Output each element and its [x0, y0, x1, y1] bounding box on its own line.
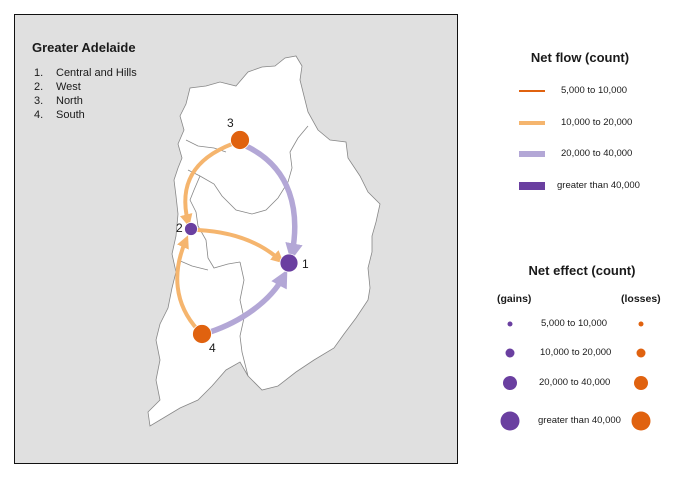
flow-4-to-1	[207, 269, 288, 335]
effect-legend-label-4: greater than 40,000	[538, 415, 621, 426]
flow-legend-label-4: greater than 40,000	[557, 180, 640, 191]
gain-circle-4	[500, 411, 520, 431]
losses-column-header: (losses)	[621, 293, 661, 305]
region-nodes	[184, 130, 299, 344]
flow-legend-label-2: 10,000 to 20,000	[561, 117, 633, 128]
loss-circle-4	[631, 411, 651, 431]
node-south-loss	[192, 324, 212, 344]
map-title: Greater Adelaide	[32, 40, 136, 55]
gain-circle-2	[505, 348, 515, 358]
region-list-item: 3. North	[34, 95, 83, 107]
region-list-item: 1. Central and Hills	[34, 67, 137, 79]
gain-circle-1	[507, 321, 513, 327]
flow-legend-label-3: 20,000 to 40,000	[561, 148, 633, 159]
region-boundaries	[177, 125, 309, 377]
effect-legend-title: Net effect (count)	[528, 263, 636, 278]
effect-legend-circles	[500, 321, 651, 431]
flow-legend-lines	[519, 90, 545, 190]
greater-adelaide-landmass	[147, 55, 381, 427]
effect-legend-label-2: 10,000 to 20,000	[540, 347, 612, 358]
effect-legend-label-1: 5,000 to 10,000	[541, 318, 608, 329]
effect-legend-label-3: 20,000 to 40,000	[539, 377, 611, 388]
node-north-loss	[230, 130, 250, 150]
region-list-item: 4. South	[34, 109, 85, 121]
flow-2-to-1	[196, 228, 284, 264]
flow-legend-label-1: 5,000 to 10,000	[561, 85, 628, 96]
gain-circle-3	[503, 376, 517, 390]
flow-legend-title: Net flow (count)	[530, 50, 630, 65]
flow-3-to-1	[243, 143, 303, 261]
node-label-central: 1	[302, 257, 309, 271]
flow-4-to-2	[175, 235, 200, 332]
node-central-gain	[279, 253, 299, 273]
loss-circle-2	[636, 348, 646, 358]
region-list-item: 2. West	[34, 81, 81, 93]
node-label-north: 3	[227, 116, 234, 130]
node-label-west: 2	[176, 221, 183, 235]
gains-column-header: (gains)	[497, 293, 532, 305]
flow-3-to-2	[179, 142, 234, 227]
loss-circle-3	[634, 376, 648, 390]
node-label-south: 4	[209, 341, 216, 355]
flow-arrows	[175, 142, 303, 335]
region-list: 1. Central and Hills 2. West 3. North 4. Sou…	[34, 66, 137, 122]
node-west-gain	[184, 222, 198, 236]
loss-circle-1	[638, 321, 644, 327]
